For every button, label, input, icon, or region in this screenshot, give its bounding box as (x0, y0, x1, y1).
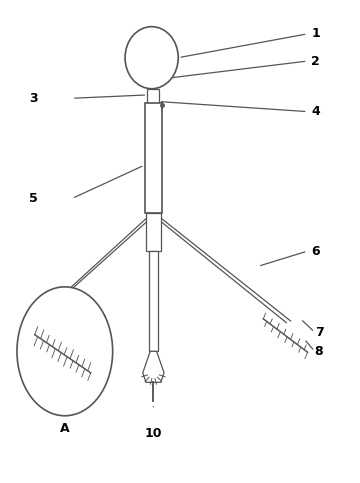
Text: 3: 3 (30, 92, 38, 105)
Circle shape (17, 287, 113, 416)
Text: 1: 1 (311, 28, 320, 40)
Text: 5: 5 (30, 192, 38, 205)
Ellipse shape (125, 27, 178, 89)
Text: 7: 7 (315, 326, 323, 339)
Text: A: A (60, 422, 69, 435)
Text: 10: 10 (145, 427, 162, 440)
Text: 2: 2 (311, 55, 320, 68)
Polygon shape (143, 351, 164, 383)
Bar (147, 89, 159, 103)
Text: 4: 4 (311, 105, 320, 118)
Text: 6: 6 (311, 244, 320, 257)
Bar (145, 103, 162, 213)
Bar (149, 251, 158, 351)
Bar (146, 213, 161, 251)
Text: 8: 8 (315, 345, 323, 358)
